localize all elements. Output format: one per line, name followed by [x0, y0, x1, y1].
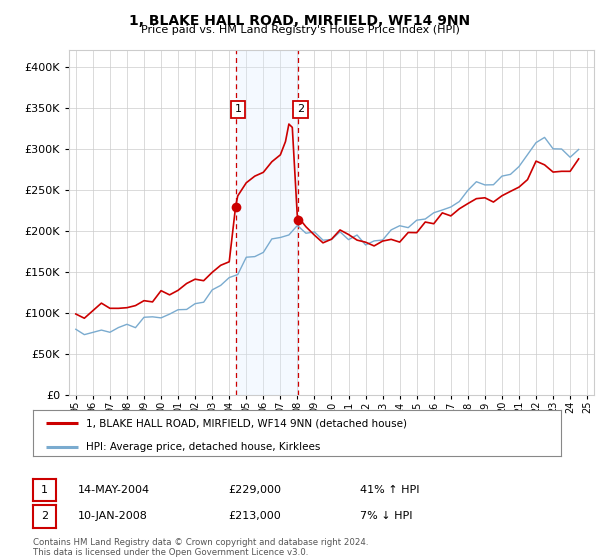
Text: 2: 2 [297, 105, 304, 114]
Text: 1: 1 [41, 485, 48, 495]
Text: 41% ↑ HPI: 41% ↑ HPI [360, 485, 419, 495]
Text: 7% ↓ HPI: 7% ↓ HPI [360, 511, 413, 521]
Text: 1, BLAKE HALL ROAD, MIRFIELD, WF14 9NN: 1, BLAKE HALL ROAD, MIRFIELD, WF14 9NN [130, 14, 470, 28]
Text: 14-MAY-2004: 14-MAY-2004 [78, 485, 150, 495]
Text: Contains HM Land Registry data © Crown copyright and database right 2024.
This d: Contains HM Land Registry data © Crown c… [33, 538, 368, 557]
Text: 1, BLAKE HALL ROAD, MIRFIELD, WF14 9NN (detached house): 1, BLAKE HALL ROAD, MIRFIELD, WF14 9NN (… [86, 418, 407, 428]
Bar [236, 50, 298, 395]
Text: 10-JAN-2008: 10-JAN-2008 [78, 511, 148, 521]
Text: 1: 1 [235, 105, 242, 114]
Text: Price paid vs. HM Land Registry's House Price Index (HPI): Price paid vs. HM Land Registry's House … [140, 25, 460, 35]
Text: £229,000: £229,000 [228, 485, 281, 495]
Text: £213,000: £213,000 [228, 511, 281, 521]
Text: HPI: Average price, detached house, Kirklees: HPI: Average price, detached house, Kirk… [86, 442, 320, 452]
Text: 2: 2 [41, 511, 48, 521]
